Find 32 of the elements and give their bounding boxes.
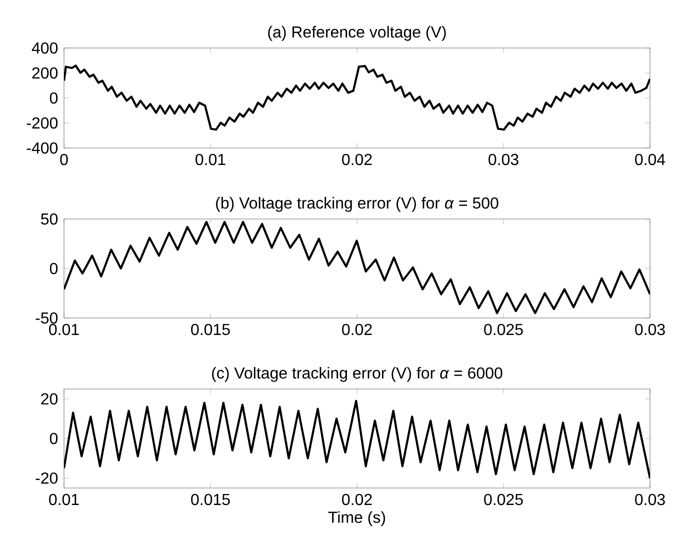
y-tick-label: 0 [50,262,58,274]
x-tick-label: 0.02 [342,494,372,506]
x-tick-label: 0.02 [342,154,372,166]
x-tick-label: 0.03 [488,154,518,166]
x-axis-title: Time (s) [328,511,386,526]
chart-title: (a) Reference voltage (V) [268,26,446,41]
x-tick-label: 0.03 [635,494,665,506]
y-tick-label: 400 [32,42,58,54]
y-tick-label: 50 [41,213,58,225]
x-tick-label: 0.02 [342,324,372,336]
y-tick-label: -20 [36,472,58,484]
line-series [64,64,650,131]
x-tick-label: 0.025 [484,324,523,336]
x-tick-label: 0.01 [49,324,79,336]
y-tick-label: 200 [32,67,58,79]
x-tick-label: 0.04 [635,154,666,166]
x-tick-label: 0 [60,154,68,166]
x-tick-label: 0.015 [191,324,230,336]
chart-title: (b) Voltage tracking error (V) for α = 500 [216,196,498,212]
y-tick-label: -200 [26,117,58,129]
x-tick-label: 0.015 [191,494,230,506]
x-tick-label: 0.03 [635,324,665,336]
chart-title: (c) Voltage tracking error (V) for α = 6000 [212,366,502,382]
x-tick-label: 0.01 [196,154,226,166]
y-tick-label: 20 [41,393,58,405]
y-tick-label: 0 [50,432,58,444]
line-series [64,220,650,314]
y-tick-label: 0 [50,92,58,104]
x-tick-label: 0.01 [49,494,79,506]
x-tick-label: 0.025 [484,494,523,506]
y-tick-label: -400 [26,142,58,154]
y-tick-label: -50 [36,312,58,324]
